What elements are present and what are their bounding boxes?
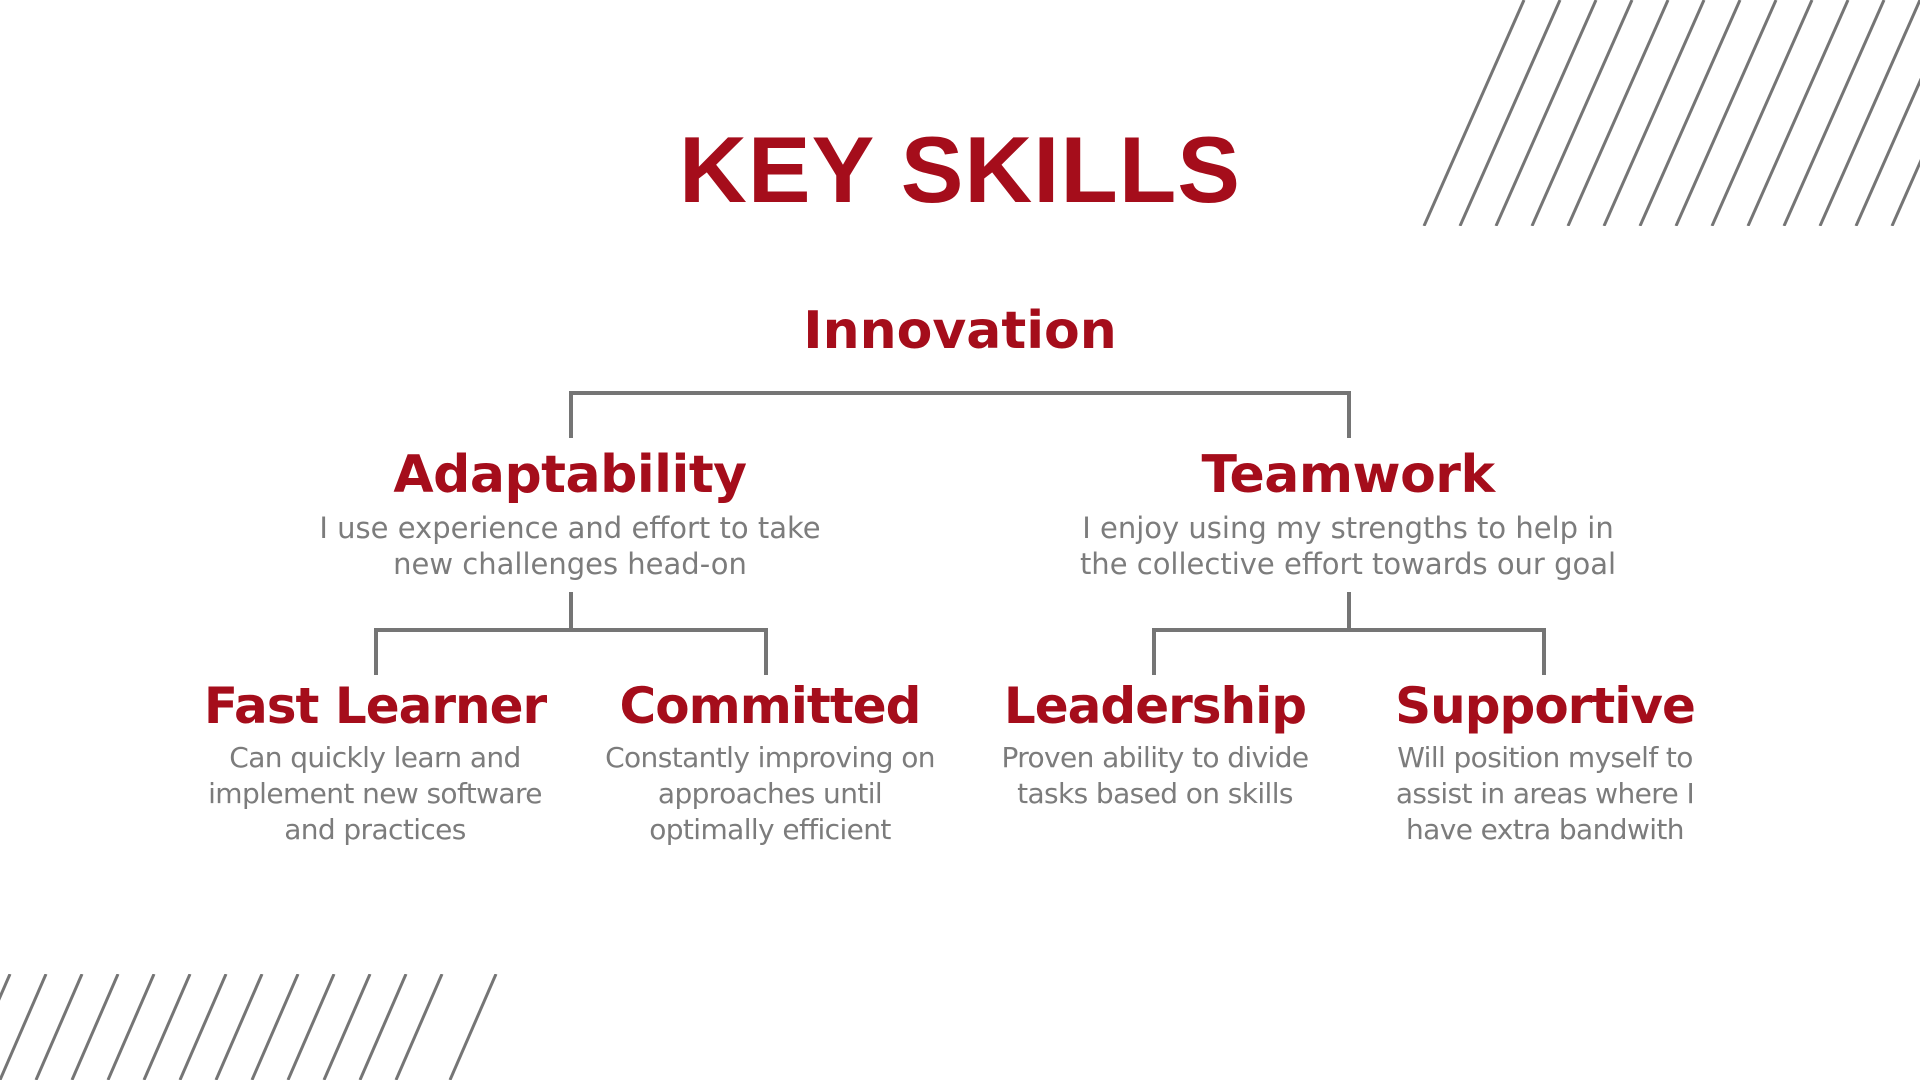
description-line: I enjoy using my strengths to help in [1082, 510, 1614, 545]
node-description: Can quickly learn and implement new soft… [165, 740, 585, 848]
node-description: I use experience and effort to take new … [270, 510, 870, 582]
node-fast-learner: Fast Learner Can quickly learn and imple… [165, 677, 585, 848]
node-title: Supportive [1395, 677, 1696, 735]
description-line: implement new software [208, 776, 542, 810]
node-title: Fast Learner [203, 677, 547, 735]
description-line: new challenges head-on [393, 546, 747, 581]
description-line: Constantly improving on [605, 740, 935, 774]
node-leadership: Leadership Proven ability to divide task… [955, 677, 1355, 812]
node-teamwork: Teamwork I enjoy using my strengths to h… [1028, 445, 1668, 582]
node-description: I enjoy using my strengths to help in th… [1028, 510, 1668, 582]
connector-adaptability-children [374, 592, 768, 675]
node-supportive: Supportive Will position myself to assis… [1345, 677, 1745, 848]
node-description: Will position myself to assist in areas … [1345, 740, 1745, 848]
description-line: assist in areas where I [1395, 776, 1695, 810]
description-line: Will position myself to [1397, 740, 1693, 774]
description-line: Proven ability to divide [1001, 740, 1309, 774]
node-title: Innovation [803, 301, 1117, 361]
node-description: Proven ability to divide tasks based on … [955, 740, 1355, 812]
node-adaptability: Adaptability I use experience and effort… [270, 445, 870, 582]
diagonal-stripes-bottom-left [0, 974, 498, 1080]
connector-teamwork-children [1152, 592, 1546, 675]
description-line: approaches until [657, 776, 883, 810]
description-line: have extra bandwith [1406, 812, 1685, 846]
connector-innovation-children [569, 391, 1351, 438]
description-line: I use experience and effort to take [319, 510, 821, 545]
diagonal-stripes-top-right [1422, 0, 1920, 226]
description-line: optimally efficient [649, 812, 891, 846]
node-title: Leadership [1003, 677, 1307, 735]
description-line: tasks based on skills [1017, 776, 1293, 810]
node-title: Adaptability [393, 445, 747, 505]
node-title: Teamwork [1201, 445, 1495, 505]
description-line: Can quickly learn and [229, 740, 521, 774]
node-committed: Committed Constantly improving on approa… [570, 677, 970, 848]
node-innovation: Innovation [660, 301, 1260, 362]
slide-title: KEY SKILLS [679, 117, 1241, 222]
node-title: Committed [619, 677, 922, 735]
description-line: and practices [284, 812, 466, 846]
node-description: Constantly improving on approaches until… [570, 740, 970, 848]
description-line: the collective effort towards our goal [1079, 546, 1617, 581]
